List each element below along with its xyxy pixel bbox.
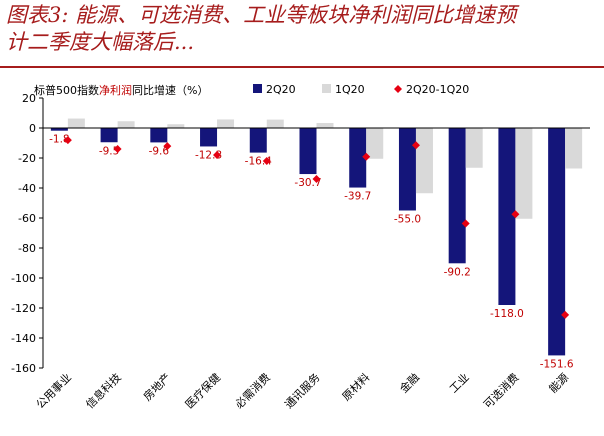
- y-tick-label: -80: [18, 242, 36, 255]
- data-label: -118.0: [490, 308, 524, 320]
- bar-1q20: [415, 128, 433, 194]
- y-axis-label-part: 净利润: [99, 83, 132, 97]
- data-label: -90.2: [444, 266, 471, 278]
- legend-label-diff: 2Q20-1Q20: [406, 83, 469, 96]
- bar-2q20: [50, 128, 68, 131]
- figure-title-line-2: 计二季度大幅落后...: [6, 30, 195, 54]
- bar-2q20: [548, 128, 566, 356]
- y-tick-label: -100: [11, 272, 36, 285]
- category-label: 可选消费: [481, 370, 522, 411]
- bar-2q20: [100, 128, 118, 143]
- category-label: 工业: [447, 371, 472, 396]
- bar-1q20: [217, 119, 235, 128]
- y-axis-label-part: 标普500指数: [34, 83, 99, 97]
- bar-1q20: [515, 128, 533, 219]
- diff-marker: [163, 142, 172, 151]
- bar-2q20: [349, 128, 367, 188]
- bar-2q20: [299, 128, 317, 175]
- category-label: 原材料: [339, 370, 372, 403]
- bar-1q20: [316, 123, 334, 128]
- data-label: -39.7: [344, 191, 371, 203]
- bar-2q20: [150, 128, 168, 143]
- bar-1q20: [67, 118, 85, 128]
- title-rule: [0, 66, 604, 68]
- y-tick-label: -60: [18, 212, 36, 225]
- y-tick-label: -160: [11, 362, 36, 375]
- category-label: 信息科技: [83, 370, 124, 411]
- y-axis-label-part: 同比增速（%）: [132, 83, 208, 97]
- y-tick-label: 20: [22, 92, 36, 105]
- data-label: -12.3: [195, 149, 222, 161]
- diff-marker: [312, 175, 321, 183]
- y-tick-label: -140: [11, 332, 36, 345]
- data-label: -55.0: [394, 214, 421, 226]
- bar-1q20: [565, 128, 583, 169]
- diff-marker: [411, 141, 420, 150]
- diff-marker: [561, 310, 570, 319]
- y-tick-label: -40: [18, 182, 36, 195]
- legend-swatch-2q20: [253, 84, 262, 93]
- diff-marker: [63, 136, 72, 145]
- bar-1q20: [117, 121, 135, 128]
- data-label: -1.8: [49, 134, 70, 146]
- diff-marker: [461, 219, 470, 228]
- y-tick-label: -120: [11, 302, 36, 315]
- bar-2q20: [448, 128, 466, 264]
- legend-label-1q20: 1Q20: [335, 83, 365, 96]
- bar-1q20: [266, 119, 284, 128]
- bar-1q20: [167, 124, 185, 128]
- category-label: 房地产: [140, 370, 173, 403]
- y-axis-label: 标普500指数净利润同比增速（%）: [34, 83, 208, 97]
- category-label: 必需消费: [232, 370, 273, 411]
- bar-1q20: [465, 128, 483, 168]
- bar-2q20: [200, 128, 218, 147]
- y-tick-label: 0: [29, 122, 36, 135]
- diff-marker: [362, 152, 371, 161]
- data-label: -151.6: [540, 358, 574, 370]
- category-label: 医疗保健: [182, 370, 223, 411]
- category-label: 能源: [546, 370, 571, 395]
- legend-swatch-1q20: [322, 84, 331, 93]
- diff-marker: [262, 157, 271, 165]
- legend-marker-diff: [394, 85, 402, 93]
- figure-title: 图表3: 能源、可选消费、工业等板块净利润同比增速预 计二季度大幅落后...: [6, 2, 598, 56]
- bar-2q20: [498, 128, 516, 305]
- y-tick-label: -20: [18, 152, 36, 165]
- bar-2q20: [398, 128, 416, 211]
- bar-1q20: [366, 128, 384, 159]
- category-label: 金融: [397, 370, 422, 395]
- diff-marker: [511, 210, 520, 219]
- category-label: 公用事业: [34, 371, 74, 411]
- diff-marker: [213, 151, 222, 159]
- figure-title-line-1: 图表3: 能源、可选消费、工业等板块净利润同比增速预: [6, 3, 517, 27]
- legend-label-2q20: 2Q20: [266, 83, 296, 96]
- data-label: -9.6: [149, 145, 170, 157]
- diff-marker: [113, 145, 122, 153]
- data-label: -9.5: [99, 145, 120, 157]
- category-label: 通讯服务: [282, 371, 322, 411]
- bar-2q20: [249, 128, 267, 153]
